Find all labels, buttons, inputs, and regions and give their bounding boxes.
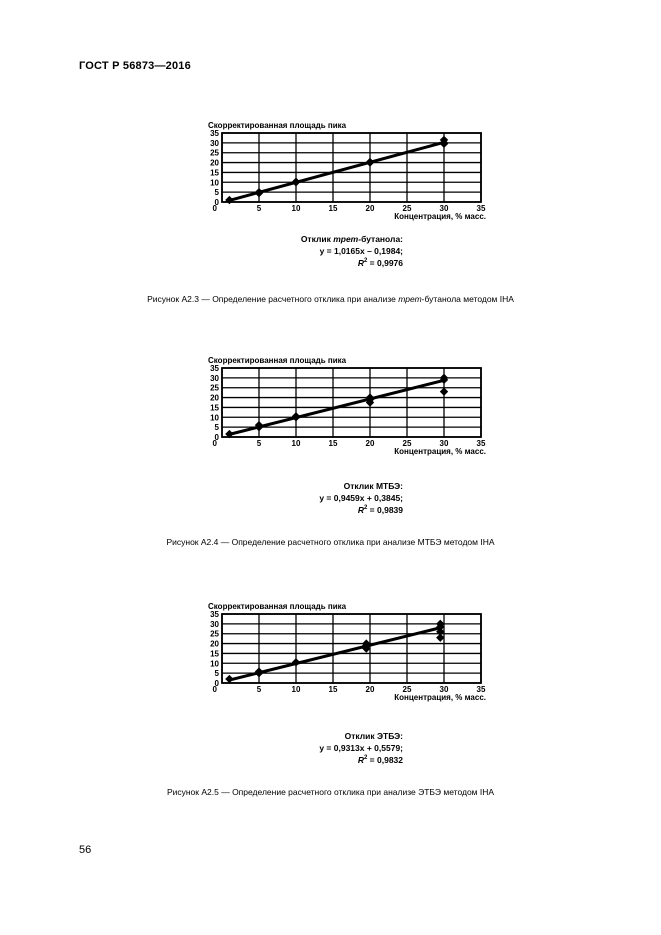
plot-frame	[221, 132, 482, 203]
x-axis-label: Концентрация, % масс.	[394, 693, 486, 702]
data-point	[436, 633, 445, 642]
figure-caption: Рисунок А2.3 — Определение расчетного от…	[147, 294, 514, 304]
y-tick-label: 30	[210, 374, 219, 383]
equation-r2: R2 = 0,9839	[357, 505, 403, 515]
y-tick-label: 10	[210, 413, 219, 422]
x-tick-label: 25	[403, 204, 412, 213]
y-tick-label: 30	[210, 139, 219, 148]
data-point	[291, 177, 301, 186]
chart-a2-4: Скорректированная площадь пика0510152025…	[208, 356, 486, 456]
x-tick-label: 25	[403, 439, 412, 448]
x-tick-label: 35	[477, 439, 486, 448]
y-tick-label: 0	[215, 679, 220, 688]
x-tick-label: 30	[440, 685, 449, 694]
y-axis-label: Скорректированная площадь пика	[208, 602, 347, 611]
plot-frame	[221, 613, 482, 684]
figure-caption: Рисунок А2.4 — Определение расчетного от…	[166, 537, 495, 547]
x-tick-label: 20	[366, 685, 375, 694]
x-tick-label: 30	[440, 439, 449, 448]
data-point	[436, 627, 445, 636]
x-tick-label: 30	[440, 204, 449, 213]
y-tick-label: 10	[210, 178, 219, 187]
y-tick-label: 10	[210, 659, 219, 668]
data-point	[439, 375, 449, 385]
data-point	[254, 667, 264, 676]
data-point	[225, 429, 234, 439]
equation-r2: R2 = 0,9976	[357, 258, 403, 268]
data-point	[291, 658, 301, 667]
equation-block: Отклик ЭТБЭ: y = 0,9313x + 0,5579; R2 = …	[230, 730, 403, 766]
x-tick-label: 0	[213, 685, 218, 694]
y-tick-label: 15	[210, 168, 219, 177]
x-tick-label: 25	[403, 685, 412, 694]
trend-line	[229, 140, 445, 202]
data-point	[254, 188, 264, 198]
x-tick-label: 5	[257, 685, 262, 694]
y-tick-label: 35	[210, 129, 219, 138]
equation-title: Отклик ЭТБЭ:	[344, 731, 403, 741]
x-tick-label: 15	[329, 204, 338, 213]
chart-a2-3: Скорректированная площадь пика0510152025…	[208, 121, 486, 221]
data-point	[365, 398, 375, 407]
equation-block: Отклик трет-бутанола: y = 1,0165x – 0,19…	[230, 233, 403, 269]
data-point	[254, 420, 264, 430]
y-tick-label: 15	[210, 403, 219, 412]
x-tick-label: 5	[257, 204, 262, 213]
equation-formula: y = 0,9313x + 0,5579;	[319, 743, 403, 753]
equation-formula: y = 1,0165x – 0,1984;	[319, 246, 403, 256]
trend-line	[229, 378, 445, 436]
trend-line	[229, 626, 441, 682]
y-tick-label: 25	[210, 384, 219, 393]
y-tick-label: 0	[215, 198, 220, 207]
x-tick-label: 5	[257, 439, 262, 448]
y-tick-label: 15	[210, 649, 219, 658]
page-number: 56	[79, 844, 92, 856]
data-point	[439, 139, 449, 149]
y-tick-label: 20	[210, 640, 219, 649]
y-tick-label: 5	[215, 423, 220, 432]
chart-a2-5: Скорректированная площадь пика0510152025…	[208, 602, 486, 702]
y-tick-label: 25	[210, 630, 219, 639]
x-tick-label: 0	[213, 439, 218, 448]
y-tick-label: 20	[210, 159, 219, 168]
x-tick-label: 35	[477, 685, 486, 694]
data-point	[439, 387, 449, 396]
y-tick-label: 20	[210, 394, 219, 403]
equation-r2: R2 = 0,9832	[357, 755, 403, 765]
y-axis-label: Скорректированная площадь пика	[208, 121, 347, 130]
data-point	[225, 195, 234, 205]
y-tick-label: 5	[215, 669, 220, 678]
y-tick-label: 30	[210, 620, 219, 629]
x-tick-label: 10	[292, 685, 301, 694]
y-tick-label: 0	[215, 433, 220, 442]
data-point	[436, 622, 445, 632]
data-point	[291, 412, 301, 421]
x-axis-label: Концентрация, % масс.	[394, 447, 486, 456]
document-header: ГОСТ Р 56873—2016	[79, 60, 191, 72]
data-point	[362, 644, 371, 653]
y-tick-label: 35	[210, 610, 219, 619]
y-tick-label: 5	[215, 188, 220, 197]
x-tick-label: 15	[329, 685, 338, 694]
x-tick-label: 10	[292, 204, 301, 213]
equation-formula: y = 0,9459x + 0,3845;	[319, 493, 403, 503]
x-tick-label: 20	[366, 204, 375, 213]
data-point	[225, 674, 234, 684]
data-point	[365, 157, 375, 167]
plot-frame	[221, 367, 482, 438]
equation-block: Отклик МТБЭ: y = 0,9459x + 0,3845; R2 = …	[230, 480, 403, 516]
x-tick-label: 15	[329, 439, 338, 448]
y-axis-label: Скорректированная площадь пика	[208, 356, 347, 365]
y-tick-label: 25	[210, 149, 219, 158]
x-axis-label: Концентрация, % масс.	[394, 212, 486, 221]
x-tick-label: 35	[477, 204, 486, 213]
equation-title: Отклик трет-бутанола:	[300, 234, 403, 244]
y-tick-label: 35	[210, 364, 219, 373]
equation-title: Отклик МТБЭ:	[343, 481, 403, 491]
figure-caption: Рисунок А2.5 — Определение расчетного от…	[166, 787, 495, 797]
x-tick-label: 20	[366, 439, 375, 448]
x-tick-label: 10	[292, 439, 301, 448]
x-tick-label: 0	[213, 204, 218, 213]
